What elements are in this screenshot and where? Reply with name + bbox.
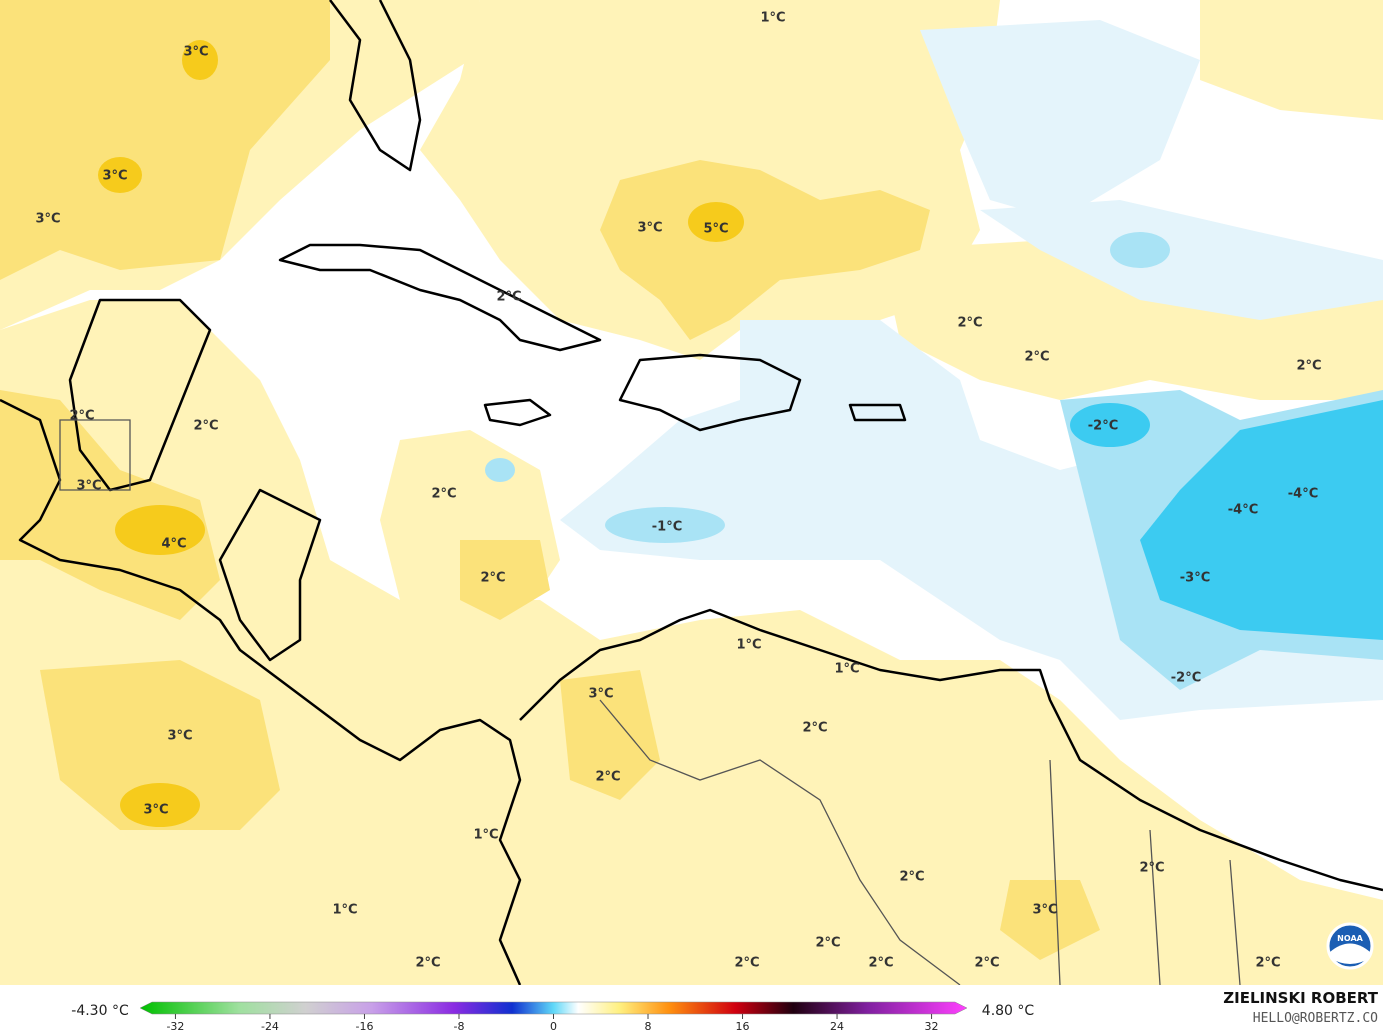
contour-label: 3°C [35,212,60,227]
contour-label: 3°C [637,221,662,236]
contour-label: 2°C [1255,956,1280,971]
colorbar-ticks: -32 -24 -16 -8 0 8 16 24 32 [166,1014,939,1033]
contour-label: 2°C [595,770,620,785]
warm-areas-peak [98,40,744,827]
contour-label: 2°C [496,290,521,305]
contour-label: 2°C [734,956,759,971]
contour-label: -3°C [1180,571,1210,586]
contour-label: 2°C [69,409,94,424]
contour-label: -4°C [1288,487,1318,502]
contour-label: 3°C [588,687,613,702]
contour-label: 2°C [899,870,924,885]
contour-label: 4°C [161,537,186,552]
contour-label: -1°C [652,520,682,535]
contour-label: -2°C [1171,671,1201,686]
colorbar-tick-label: 8 [645,1020,652,1033]
contour-label: 3°C [183,45,208,60]
contour-label: 1°C [760,11,785,26]
contour-label: 2°C [815,936,840,951]
contour-label: 2°C [1024,350,1049,365]
contour-label: 2°C [1139,861,1164,876]
contour-label: 1°C [332,903,357,918]
contour-label: 2°C [868,956,893,971]
contour-label: 3°C [143,803,168,818]
contour-labels: 1°C 3°C 3°C 3°C 3°C 5°C 2°C 2°C 2°C 2°C 2°C 2°C -2°C… [35,11,1321,971]
colorbar-max: 4.80 °C [982,1003,1035,1019]
contour-label: 2°C [431,487,456,502]
colorbar-tick-label: 24 [830,1020,844,1033]
contour-label: 1°C [473,828,498,843]
contour-label: 2°C [957,316,982,331]
contour-label: 3°C [1032,903,1057,918]
coastlines [0,0,1383,986]
colorbar-tick-label: -16 [355,1020,373,1033]
contour-label: 1°C [834,662,859,677]
contour-label: 5°C [703,222,728,237]
contour-label: 2°C [802,721,827,736]
warm-areas-strong [0,0,1100,960]
colorbar-tick-label: -32 [166,1020,184,1033]
cool-areas-strong [1070,400,1383,640]
contour-label: 2°C [480,571,505,586]
colorbar-min: -4.30 °C [71,1003,129,1019]
contour-label: 3°C [167,729,192,744]
contour-label: 3°C [76,479,101,494]
noaa-logo: NOAA [1326,922,1374,970]
contour-label: -4°C [1228,503,1258,518]
colorbar-tick-label: -24 [261,1020,279,1033]
colorbar-tick-label: 16 [736,1020,750,1033]
contour-label: 2°C [193,419,218,434]
contour-label: 3°C [102,169,127,184]
colorbar-tick-label: 32 [925,1020,939,1033]
credit-contact: HELLO@ROBERTZ.CO [1253,1011,1378,1026]
borders [59,419,1241,986]
logo-text: NOAA [1337,934,1363,943]
contour-label: -2°C [1088,419,1118,434]
colorbar-tick-label: -8 [454,1020,465,1033]
contour-label: 2°C [974,956,999,971]
colorbar-tick-label: 0 [550,1020,557,1033]
contour-label: 1°C [736,638,761,653]
contour-label: 2°C [1296,359,1321,374]
colorbar [139,1001,968,1015]
map [0,0,1383,986]
credit-name: ZIELINSKI ROBERT [1223,989,1378,1007]
contour-label: 2°C [415,956,440,971]
